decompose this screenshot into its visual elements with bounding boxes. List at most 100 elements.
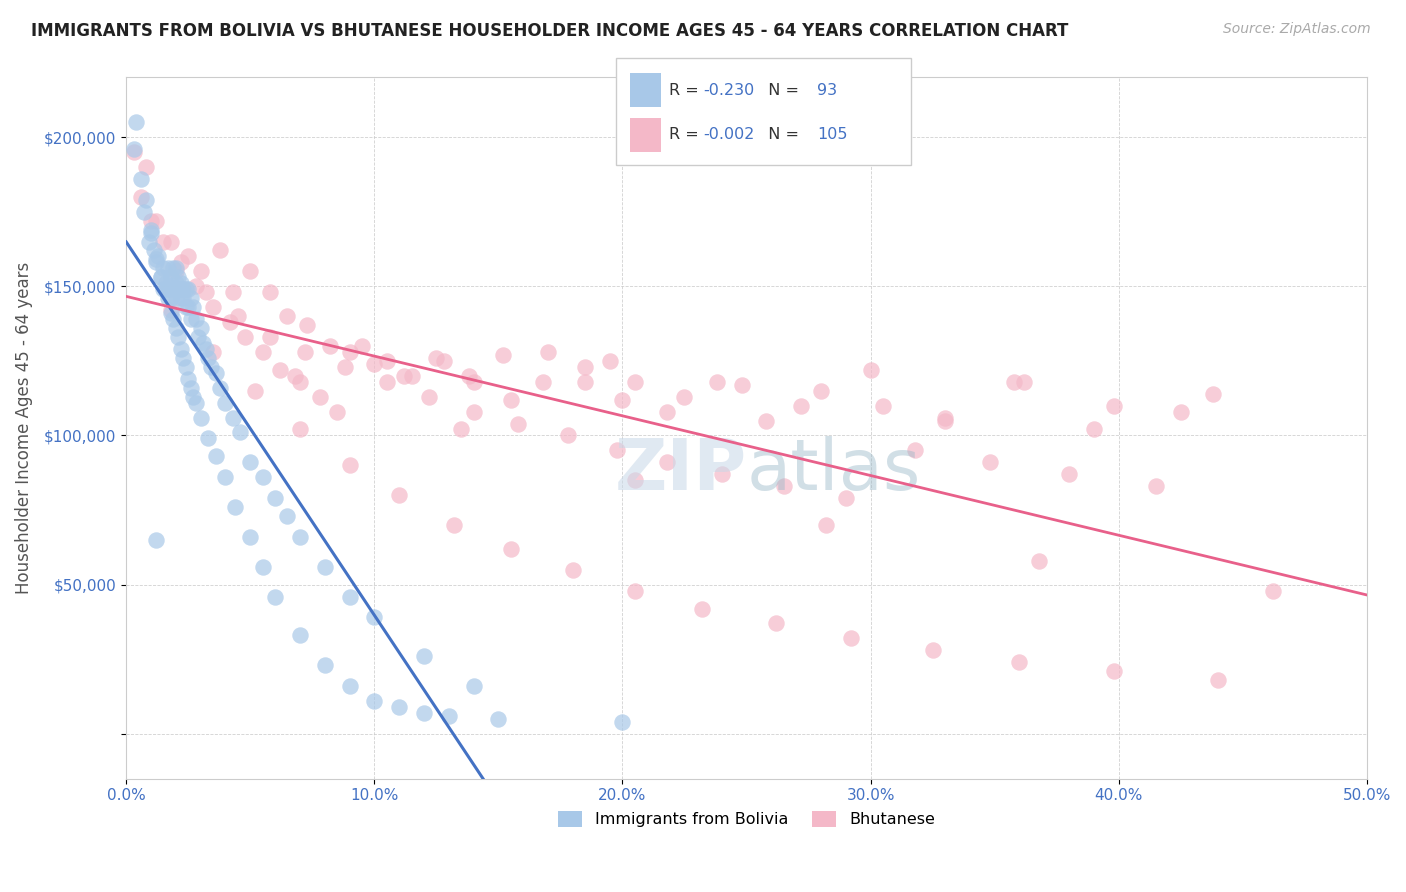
Point — [180, 312, 202, 326]
Point — [174, 300, 197, 314]
Point — [214, 395, 236, 409]
Point — [177, 282, 200, 296]
Point — [437, 709, 460, 723]
Point — [170, 342, 193, 356]
Point — [288, 628, 311, 642]
Point — [165, 261, 187, 276]
Point — [222, 285, 245, 300]
Point — [450, 422, 472, 436]
Point — [157, 282, 180, 296]
Point — [172, 351, 194, 365]
Point — [934, 413, 956, 427]
Point — [425, 351, 447, 365]
Point — [181, 390, 204, 404]
Point — [690, 601, 713, 615]
Point — [222, 410, 245, 425]
Point — [165, 321, 187, 335]
Text: -0.230: -0.230 — [703, 83, 754, 97]
Point — [139, 226, 162, 240]
Point — [165, 277, 187, 291]
Point — [790, 399, 813, 413]
Point — [655, 455, 678, 469]
Point — [190, 410, 212, 425]
Text: N =: N = — [758, 128, 804, 142]
Point — [308, 390, 330, 404]
Point — [252, 559, 274, 574]
Point — [339, 345, 361, 359]
Point — [160, 306, 183, 320]
Point — [599, 354, 621, 368]
Point — [181, 300, 204, 314]
Text: atlas: atlas — [747, 435, 921, 505]
Point — [226, 309, 249, 323]
Point — [197, 351, 219, 365]
Point — [612, 714, 634, 729]
Point — [486, 712, 509, 726]
Point — [810, 384, 832, 398]
Point — [214, 470, 236, 484]
Point — [239, 455, 262, 469]
Point — [170, 291, 193, 305]
Point — [190, 264, 212, 278]
Point — [463, 679, 485, 693]
Point — [508, 417, 530, 431]
Point — [167, 270, 190, 285]
Point — [155, 282, 177, 296]
Point — [979, 455, 1001, 469]
Point — [135, 160, 157, 174]
Point — [388, 488, 411, 502]
Point — [145, 213, 167, 227]
Y-axis label: Householder Income Ages 45 - 64 years: Householder Income Ages 45 - 64 years — [15, 262, 32, 594]
Point — [219, 315, 242, 329]
Point — [145, 533, 167, 547]
Point — [859, 363, 882, 377]
Point — [177, 372, 200, 386]
Point — [184, 312, 207, 326]
Point — [655, 404, 678, 418]
Point — [710, 467, 733, 482]
Point — [574, 359, 596, 374]
Text: Source: ZipAtlas.com: Source: ZipAtlas.com — [1223, 22, 1371, 37]
Point — [314, 658, 336, 673]
Text: 93: 93 — [817, 83, 837, 97]
Point — [125, 115, 148, 129]
Point — [934, 410, 956, 425]
Point — [197, 432, 219, 446]
Point — [333, 359, 356, 374]
Point — [612, 392, 634, 407]
Point — [135, 193, 157, 207]
Point — [872, 399, 894, 413]
Point — [606, 443, 628, 458]
Point — [401, 368, 423, 383]
Point — [772, 479, 794, 493]
Point — [339, 590, 361, 604]
Text: IMMIGRANTS FROM BOLIVIA VS BHUTANESE HOUSEHOLDER INCOME AGES 45 - 64 YEARS CORRE: IMMIGRANTS FROM BOLIVIA VS BHUTANESE HOU… — [31, 22, 1069, 40]
Point — [200, 359, 222, 374]
Point — [1144, 479, 1167, 493]
Point — [339, 679, 361, 693]
Point — [138, 235, 160, 249]
Point — [814, 518, 837, 533]
Point — [561, 563, 583, 577]
Point — [463, 375, 485, 389]
Point — [318, 339, 340, 353]
Point — [288, 422, 311, 436]
Point — [259, 285, 281, 300]
Point — [145, 255, 167, 269]
Point — [209, 381, 232, 395]
Point — [388, 700, 411, 714]
Point — [180, 381, 202, 395]
Point — [184, 279, 207, 293]
Point — [375, 375, 398, 389]
Point — [1202, 386, 1225, 401]
Point — [706, 375, 728, 389]
Point — [202, 300, 225, 314]
Point — [160, 291, 183, 305]
Point — [165, 291, 187, 305]
Point — [326, 404, 349, 418]
Point — [463, 404, 485, 418]
Text: R =: R = — [669, 128, 704, 142]
Point — [1170, 404, 1192, 418]
Point — [1008, 655, 1031, 669]
Point — [294, 345, 316, 359]
